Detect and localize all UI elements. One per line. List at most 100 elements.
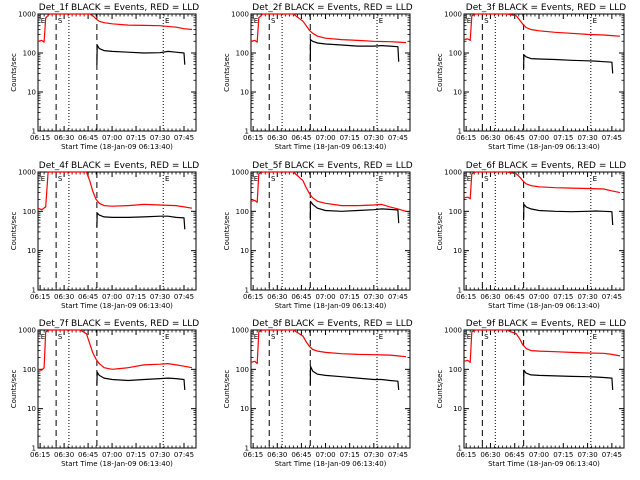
marker-label: E xyxy=(467,333,471,341)
y-tick-label: 100 xyxy=(23,50,36,58)
x-tick-label: 06:30 xyxy=(267,293,287,301)
lld-series-line xyxy=(250,13,407,44)
x-tick-label: 06:15 xyxy=(30,134,50,142)
y-tick-label: 1 xyxy=(32,128,36,136)
marker-label: E xyxy=(379,333,383,341)
marker-label: S xyxy=(58,17,63,25)
x-tick-label: 06:30 xyxy=(54,134,74,142)
x-tick-label: 07:15 xyxy=(340,134,360,142)
x-tick-label: 06:45 xyxy=(291,451,311,459)
y-axis-label: Counts/sec xyxy=(223,53,231,92)
marker-label: E xyxy=(41,175,45,183)
x-tick-label: 06:30 xyxy=(54,293,74,301)
marker-label: S xyxy=(484,175,489,183)
marker-label: E xyxy=(593,17,597,25)
events-series-line xyxy=(309,200,400,224)
chart-panel: Det_1f BLACK = Events, RED = LLD E S E 1 10 10… xyxy=(10,3,199,151)
plot-frame xyxy=(37,171,197,291)
x-tick-label: 06:45 xyxy=(291,293,311,301)
chart-panel: Det_5f BLACK = Events, RED = LLD E S E 1 10 10… xyxy=(223,161,413,310)
x-tick-label: 06:15 xyxy=(243,451,263,459)
y-tick-label: 100 xyxy=(449,50,462,58)
x-tick-label: 07:45 xyxy=(174,293,194,301)
y-tick-label: 1000 xyxy=(231,169,249,177)
marker-label: E xyxy=(165,333,169,341)
lld-series-line xyxy=(250,329,407,365)
x-tick-label: 06:30 xyxy=(480,451,500,459)
x-tick-label: 06:30 xyxy=(267,451,287,459)
x-tick-label: 06:45 xyxy=(78,134,98,142)
marker-label: E xyxy=(379,17,383,25)
x-tick-label: 07:00 xyxy=(102,451,122,459)
x-tick-label: 07:30 xyxy=(364,293,384,301)
plot-frame xyxy=(250,171,411,291)
lld-series-line xyxy=(37,329,193,371)
x-tick-label: 06:30 xyxy=(480,293,500,301)
plot-frame xyxy=(463,329,625,449)
x-tick-label: 06:15 xyxy=(456,293,476,301)
y-tick-label: 10 xyxy=(453,405,462,413)
y-axis-label: Counts/sec xyxy=(10,212,18,251)
y-tick-label: 1 xyxy=(458,128,462,136)
lld-series-line xyxy=(463,171,621,200)
y-tick-label: 100 xyxy=(236,50,249,58)
events-series-line xyxy=(309,365,400,390)
x-tick-label: 07:15 xyxy=(553,134,573,142)
x-tick-label: 07:45 xyxy=(602,134,622,142)
x-tick-label: 07:15 xyxy=(126,293,146,301)
chart-panel: Det_4f BLACK = Events, RED = LLD E S E 1 10 10… xyxy=(10,161,199,310)
y-tick-label: 1 xyxy=(32,445,36,453)
y-tick-label: 1000 xyxy=(444,11,462,19)
x-tick-label: 07:00 xyxy=(315,134,335,142)
plot-frame xyxy=(250,13,411,132)
x-tick-label: 07:15 xyxy=(340,293,360,301)
chart-title: Det_4f BLACK = Events, RED = LLD xyxy=(39,161,199,171)
x-tick-label: 07:00 xyxy=(529,451,549,459)
y-tick-label: 100 xyxy=(236,208,249,216)
y-tick-label: 1 xyxy=(245,287,249,295)
y-axis-label: Counts/sec xyxy=(436,212,444,251)
x-tick-label: 07:30 xyxy=(364,451,384,459)
y-axis-label: Counts/sec xyxy=(436,53,444,92)
plot-frame xyxy=(463,171,625,291)
x-tick-label: 06:45 xyxy=(78,451,98,459)
chart-panel: Det_2f BLACK = Events, RED = LLD E S E 1 10 10… xyxy=(223,3,413,151)
marker-label: E xyxy=(165,175,169,183)
chart-panel: Det_3f BLACK = Events, RED = LLD E S E 1 10 10… xyxy=(436,3,626,151)
x-tick-label: 07:30 xyxy=(150,451,170,459)
chart-panel: Det_6f BLACK = Events, RED = LLD E S E 1 10 10… xyxy=(436,161,626,310)
y-tick-label: 1 xyxy=(458,445,462,453)
y-axis-label: Counts/sec xyxy=(10,370,18,409)
x-tick-label: 07:15 xyxy=(553,293,573,301)
y-tick-label: 1 xyxy=(458,287,462,295)
x-tick-label: 07:00 xyxy=(529,293,549,301)
x-axis-label: Start Time (18-Jan-09 06:13:40) xyxy=(488,302,600,310)
x-axis-label: Start Time (18-Jan-09 06:13:40) xyxy=(275,302,387,310)
y-tick-label: 10 xyxy=(453,247,462,255)
chart-title: Det_8f BLACK = Events, RED = LLD xyxy=(252,319,412,329)
x-tick-label: 07:45 xyxy=(602,451,622,459)
x-tick-label: 07:30 xyxy=(150,134,170,142)
y-tick-label: 10 xyxy=(240,405,249,413)
y-tick-label: 100 xyxy=(449,208,462,216)
y-tick-label: 100 xyxy=(23,208,36,216)
lld-series-line xyxy=(463,329,621,363)
y-tick-label: 100 xyxy=(23,366,36,374)
x-axis-label: Start Time (18-Jan-09 06:13:40) xyxy=(488,460,600,468)
x-tick-label: 07:00 xyxy=(529,134,549,142)
x-tick-label: 07:00 xyxy=(315,451,335,459)
y-tick-label: 100 xyxy=(449,366,462,374)
lld-series-line xyxy=(37,13,193,43)
x-tick-label: 07:00 xyxy=(315,293,335,301)
y-tick-label: 1000 xyxy=(18,327,36,335)
x-tick-label: 07:00 xyxy=(102,134,122,142)
x-tick-label: 06:45 xyxy=(505,451,525,459)
chart-title: Det_5f BLACK = Events, RED = LLD xyxy=(252,161,412,171)
y-tick-label: 10 xyxy=(27,89,36,97)
marker-label: E xyxy=(467,175,471,183)
y-tick-label: 100 xyxy=(236,366,249,374)
events-series-line xyxy=(523,203,614,226)
events-series-line xyxy=(309,38,400,62)
x-tick-label: 06:15 xyxy=(456,451,476,459)
y-axis-label: Counts/sec xyxy=(223,370,231,409)
